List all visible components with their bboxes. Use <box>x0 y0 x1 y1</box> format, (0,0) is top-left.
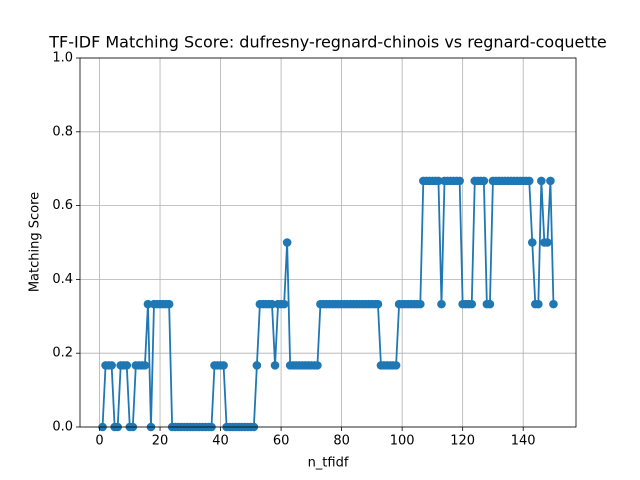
marker <box>219 361 228 370</box>
x-tick-label: 140 <box>511 434 536 449</box>
y-tick-label: 0.8 <box>52 124 73 139</box>
y-tick-label: 0.4 <box>52 272 73 287</box>
marker <box>143 299 153 309</box>
y-tick-label: 0.2 <box>52 346 73 361</box>
marker <box>524 176 534 186</box>
marker <box>549 299 558 309</box>
y-tick-label: 1.0 <box>52 51 73 66</box>
marker <box>527 238 537 247</box>
marker <box>140 361 150 370</box>
marker <box>546 176 555 186</box>
x-tick-label: 20 <box>152 434 169 449</box>
y-axis-label: Matching Score <box>28 192 43 292</box>
marker <box>434 176 443 186</box>
plot <box>98 176 558 432</box>
x-tick-label: 100 <box>390 434 415 449</box>
x-tick-label: 40 <box>212 434 229 449</box>
marker <box>391 361 401 370</box>
x-axis-label: n_tfidf <box>308 456 349 471</box>
marker <box>252 361 262 370</box>
marker <box>416 299 425 309</box>
marker <box>534 299 543 309</box>
x-tick-label: 0 <box>95 434 103 449</box>
marker <box>270 361 280 370</box>
marker <box>164 299 174 309</box>
x-tick-label: 60 <box>273 434 290 449</box>
marker <box>543 238 552 247</box>
marker <box>122 361 132 370</box>
axes-frame <box>79 57 577 428</box>
marker <box>537 176 546 186</box>
marker <box>279 299 289 309</box>
marker <box>479 176 489 186</box>
marker <box>467 299 477 309</box>
marker <box>485 299 495 309</box>
marker <box>282 238 292 247</box>
marker <box>267 299 277 309</box>
x-tick-label: 80 <box>333 434 350 449</box>
marker <box>437 299 446 309</box>
marker <box>455 176 464 186</box>
x-tick-label: 120 <box>450 434 475 449</box>
marker <box>107 361 116 370</box>
y-tick-label: 0.0 <box>52 420 73 435</box>
marker <box>373 299 383 309</box>
marker <box>313 361 322 370</box>
y-tick-label: 0.6 <box>52 198 73 213</box>
chart-title: TF-IDF Matching Score: dufresny-regnard-… <box>48 33 606 52</box>
